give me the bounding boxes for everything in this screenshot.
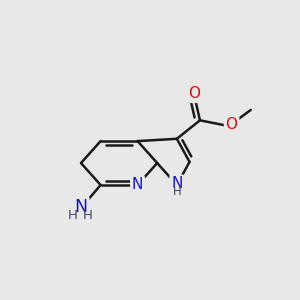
Text: H: H bbox=[172, 185, 181, 198]
Text: N: N bbox=[171, 176, 182, 191]
Text: N: N bbox=[132, 178, 143, 193]
Text: N: N bbox=[74, 198, 88, 216]
Text: O: O bbox=[226, 117, 238, 132]
Text: O: O bbox=[188, 86, 200, 101]
Text: H: H bbox=[67, 208, 77, 221]
Text: H: H bbox=[83, 208, 93, 221]
